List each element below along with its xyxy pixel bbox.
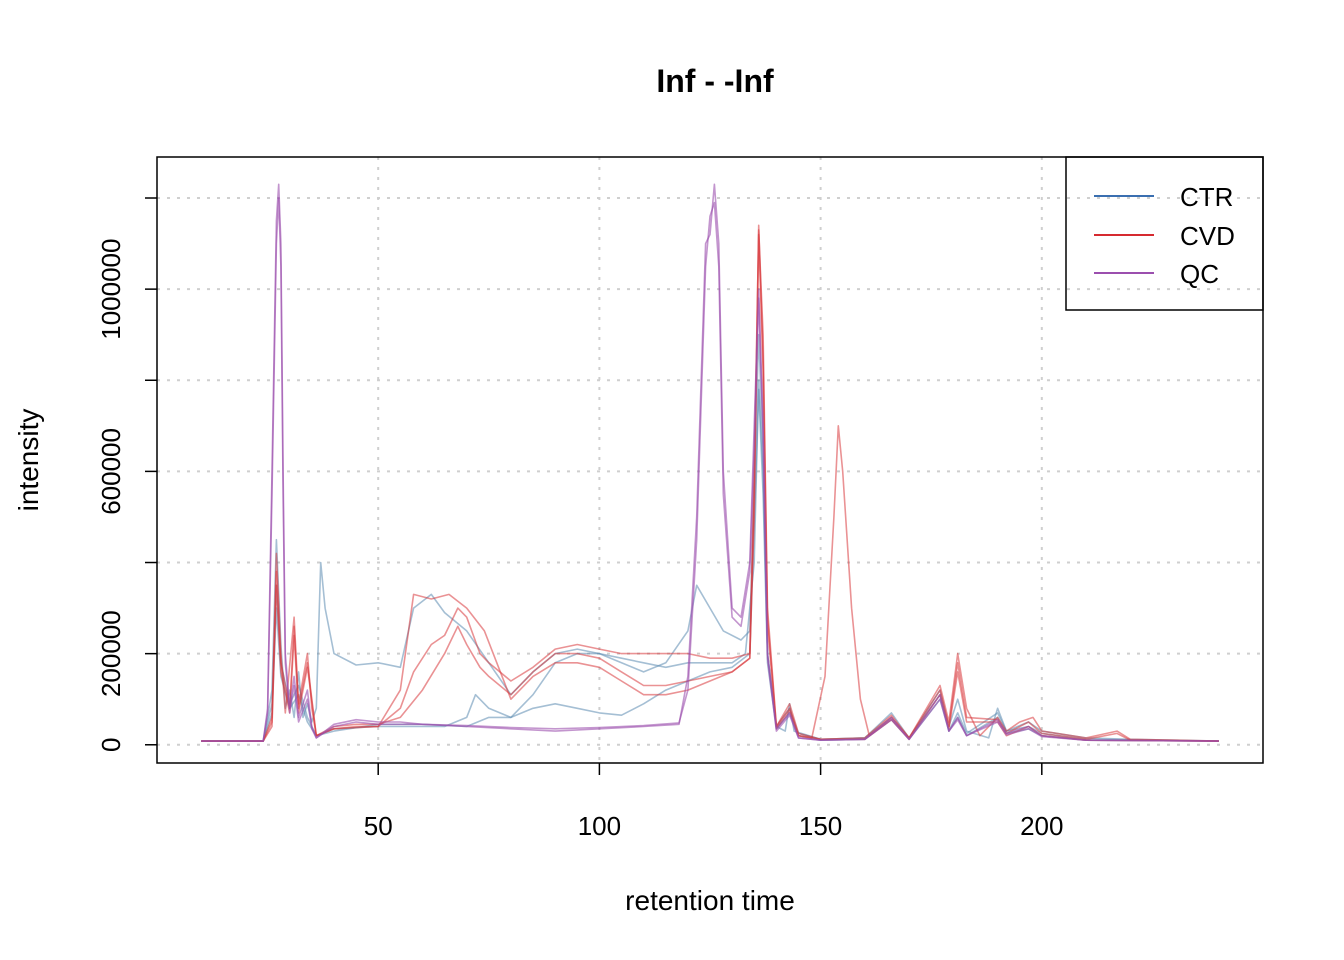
plot-frame: [156, 156, 1264, 764]
y-axis-label: intensity: [13, 409, 44, 512]
y-tick-label: 1000000: [96, 239, 126, 340]
y-tick-label: 200000: [96, 610, 126, 697]
series-group: [201, 183, 1219, 742]
chart-title: Inf - -Inf: [656, 63, 774, 99]
x-tick-label: 100: [578, 811, 621, 841]
x-tick-label: 200: [1020, 811, 1063, 841]
x-tick-label: 50: [364, 811, 393, 841]
y-tick-label: 600000: [96, 428, 126, 515]
legend-label-qc: QC: [1180, 259, 1219, 289]
legend-box: [1065, 156, 1264, 311]
x-axis-label: retention time: [625, 885, 795, 916]
series-line-ctr-1: [201, 379, 1219, 742]
x-tick-label: 150: [799, 811, 842, 841]
legend: CTR CVD QC: [1065, 156, 1264, 311]
grid: [157, 157, 1263, 763]
series-line-ctr-2: [201, 388, 1219, 742]
legend-label-cvd: CVD: [1180, 221, 1235, 251]
series-line-qc-7: [201, 197, 1219, 742]
y-axis: 0 200000 600000 1000000: [96, 197, 157, 752]
legend-label-ctr: CTR: [1180, 182, 1233, 212]
y-tick-label: 0: [96, 738, 126, 752]
x-axis: 50 100 150 200: [364, 763, 1063, 841]
series-line-qc-6: [201, 183, 1219, 742]
